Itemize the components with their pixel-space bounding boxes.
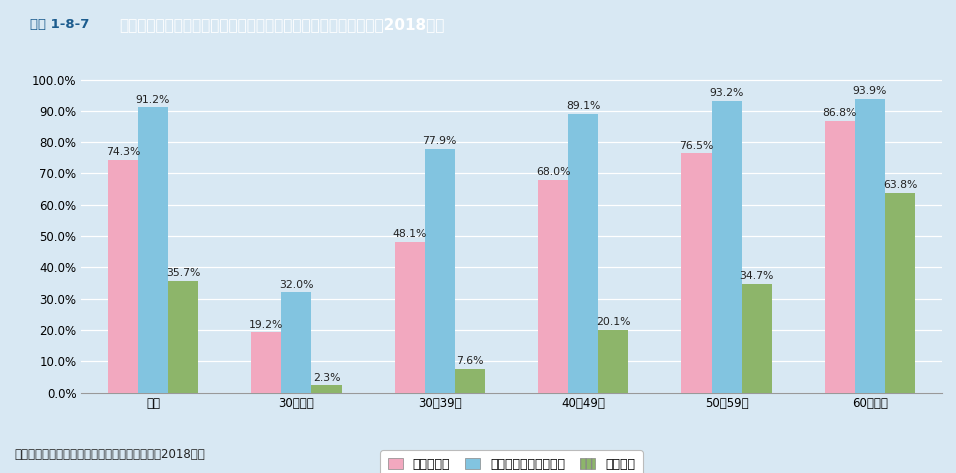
- Text: 資料：総務省統計局「住宅・土地統計調査」（2018年）: 資料：総務省統計局「住宅・土地統計調査」（2018年）: [14, 448, 206, 461]
- Bar: [855, 98, 885, 393]
- Bar: [281, 292, 312, 393]
- Text: 7.6%: 7.6%: [456, 356, 484, 366]
- Text: 86.8%: 86.8%: [823, 108, 857, 118]
- Text: 91.2%: 91.2%: [136, 95, 170, 105]
- Bar: [108, 160, 138, 393]
- Text: 76.5%: 76.5%: [680, 140, 713, 150]
- Bar: [598, 330, 628, 393]
- Text: 77.9%: 77.9%: [423, 136, 457, 146]
- Bar: [825, 121, 855, 393]
- Bar: [682, 153, 711, 393]
- Bar: [568, 114, 598, 393]
- Text: 34.7%: 34.7%: [740, 272, 773, 281]
- Bar: [251, 333, 281, 393]
- Text: 20.1%: 20.1%: [596, 317, 631, 327]
- Text: 93.2%: 93.2%: [709, 88, 744, 98]
- Text: 世帯類型ごとの持家比率の比較（家計を支える者の年齢階級別・2018年）: 世帯類型ごとの持家比率の比較（家計を支える者の年齢階級別・2018年）: [120, 18, 445, 32]
- Bar: [455, 369, 485, 393]
- Bar: [312, 385, 341, 393]
- Bar: [138, 107, 168, 393]
- Bar: [168, 281, 198, 393]
- Bar: [424, 149, 455, 393]
- Bar: [711, 101, 742, 393]
- Text: 68.0%: 68.0%: [535, 167, 571, 177]
- Bar: [538, 180, 568, 393]
- Bar: [395, 242, 424, 393]
- Text: 63.8%: 63.8%: [883, 180, 917, 190]
- Text: 74.3%: 74.3%: [106, 148, 140, 158]
- Text: 19.2%: 19.2%: [250, 320, 283, 330]
- Text: 2.3%: 2.3%: [313, 373, 340, 383]
- Text: 89.1%: 89.1%: [566, 101, 600, 111]
- Text: 93.9%: 93.9%: [853, 86, 887, 96]
- Text: 35.7%: 35.7%: [166, 268, 200, 278]
- Bar: [742, 284, 771, 393]
- Legend: 核家族世帯, 核家族以外の親族世帯, 単独世帯: 核家族世帯, 核家族以外の親族世帯, 単独世帯: [380, 450, 642, 473]
- Text: 32.0%: 32.0%: [279, 280, 314, 290]
- Text: 図表 1-8-7: 図表 1-8-7: [30, 18, 90, 31]
- Text: 48.1%: 48.1%: [393, 229, 426, 239]
- Bar: [885, 193, 915, 393]
